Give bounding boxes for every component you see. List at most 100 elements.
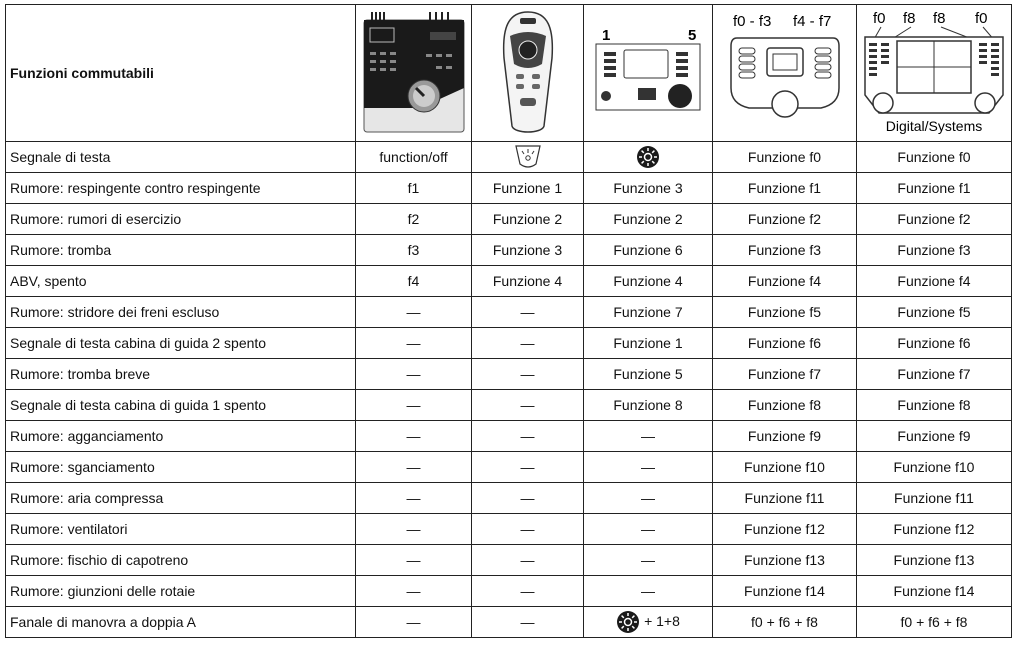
cell-text: Rumore: giunzioni delle rotaie <box>10 583 196 599</box>
cell-text: Funzione 1 <box>613 335 683 351</box>
cell-text: Funzione f3 <box>747 242 822 258</box>
table-row: Rumore: tromba breve — — Funzione 5 Funzione… <box>5 358 1012 390</box>
function-cell: — <box>583 482 713 514</box>
cell-text: Funzione f13 <box>744 552 825 568</box>
cell-text: — <box>406 583 421 599</box>
cell-text: — <box>520 335 535 351</box>
cell-text: Funzione f2 <box>897 211 971 227</box>
function-cell: Funzione f4 <box>856 265 1012 297</box>
cell-text: — <box>520 552 535 568</box>
function-cell: Funzione f13 <box>856 544 1012 576</box>
cell-text: Funzione f1 <box>897 180 971 196</box>
cell-text: Funzione f0 <box>747 149 822 165</box>
function-cell: — <box>471 513 584 545</box>
function-cell: f3 <box>355 234 472 266</box>
cell-text: Rumore: aria compressa <box>10 490 164 506</box>
table-row: Rumore: aria compressa — — — Funzione f11 Fun… <box>5 482 1012 514</box>
function-cell: Funzione f0 <box>856 141 1012 173</box>
key-label: f4 - f7 <box>793 13 831 30</box>
cell-text: Funzione f6 <box>897 335 971 351</box>
key-label: f8 <box>903 10 916 27</box>
function-cell: — <box>471 606 584 638</box>
function-cell: — <box>355 513 472 545</box>
cell-text: Funzione 7 <box>613 304 683 320</box>
function-cell: — <box>471 296 584 328</box>
cell-text: — <box>520 490 535 506</box>
function-cell: — <box>471 575 584 607</box>
function-cell: Funzione f2 <box>856 203 1012 235</box>
table-row: Rumore: stridore dei freni escluso — — Funz… <box>5 296 1012 328</box>
table-row: Rumore: sganciamento — — — Funzione f10 Funzi… <box>5 451 1012 483</box>
function-cell: f0 + f6 + f8 <box>712 606 857 638</box>
cell-text: Funzione f11 <box>894 490 974 506</box>
function-cell: Funzione f14 <box>856 575 1012 607</box>
function-cell: Funzione 2 <box>583 203 713 235</box>
cell-text: Funzione f3 <box>897 242 971 258</box>
device-image: f0 - f3 f4 - f7 <box>729 13 840 118</box>
cell-text: Funzione f8 <box>747 397 822 413</box>
cell-text: Funzione 2 <box>613 211 683 227</box>
light-icon <box>637 146 659 168</box>
cell-text: — <box>406 397 421 413</box>
function-cell: Funzione f7 <box>712 358 857 390</box>
function-cell: Funzione f1 <box>712 172 857 204</box>
function-cell: Funzione 3 <box>583 172 713 204</box>
function-name: Rumore: sganciamento <box>5 451 356 483</box>
function-cell: — <box>471 544 584 576</box>
function-cell: — <box>471 451 584 483</box>
function-name: Rumore: respingente contro respingente <box>5 172 356 204</box>
cell-text: + 1+8 <box>644 612 680 629</box>
function-cell: — <box>355 544 472 576</box>
function-name: Rumore: fischio di capotreno <box>5 544 356 576</box>
function-cell: Funzione 3 <box>471 234 584 266</box>
cell-text: — <box>520 366 535 382</box>
function-cell: f1 <box>355 172 472 204</box>
cell-text: f0 + f6 + f8 <box>900 614 968 630</box>
cell-text: — <box>406 490 421 506</box>
table-row: Segnale di testa cabina di guida 2 spent… <box>5 327 1012 359</box>
cell-text: Rumore: fischio di capotreno <box>10 552 189 568</box>
function-cell: — <box>355 482 472 514</box>
key-label: f0 <box>975 10 988 27</box>
function-cell: — <box>355 358 472 390</box>
cell-text: f2 <box>407 211 420 227</box>
function-cell: Funzione 5 <box>583 358 713 390</box>
cell-text: Rumore: tromba <box>10 242 112 258</box>
cell-text: Rumore: ventilatori <box>10 521 128 537</box>
device-image <box>363 11 464 132</box>
function-cell: Funzione f13 <box>712 544 857 576</box>
header-title: Funzioni commutabili <box>5 4 356 142</box>
cell-text: Funzione f6 <box>747 335 822 351</box>
cell-text: Funzione f7 <box>897 366 971 382</box>
key-label: 1 <box>602 27 610 44</box>
device-central-station: f0 f8 f8 f0 Digital/Systems <box>856 4 1012 142</box>
function-cell <box>471 141 584 173</box>
cell-text: — <box>406 366 421 382</box>
function-cell: function/off <box>355 141 472 173</box>
key-label: f0 <box>873 10 886 27</box>
device-central-unit <box>355 4 472 142</box>
function-cell: Funzione f8 <box>712 389 857 421</box>
function-cell: f2 <box>355 203 472 235</box>
cell-text: — <box>520 583 535 599</box>
cell-text: Funzione f14 <box>744 583 825 599</box>
cell-text: — <box>641 521 655 537</box>
table-row: Segnale di testa function/off Funzione f0 F… <box>5 141 1012 173</box>
cell-text: Rumore: respingente contro respingente <box>10 180 261 196</box>
table-row: Rumore: ventilatori — — — Funzione f12 Funzio… <box>5 513 1012 545</box>
cell-text: Funzione f5 <box>897 304 971 320</box>
function-cell: — <box>471 327 584 359</box>
cell-text: f0 + f6 + f8 <box>751 614 818 630</box>
function-cell: Funzione f3 <box>712 234 857 266</box>
cell-text: Funzione f2 <box>747 211 822 227</box>
cell-text: Funzione f4 <box>747 273 822 289</box>
cell-text: — <box>520 397 535 413</box>
function-cell: f4 <box>355 265 472 297</box>
table-row: Rumore: agganciamento — — — Funzione f9 Funzi… <box>5 420 1012 452</box>
device-name: Digital/Systems <box>886 118 982 134</box>
function-name: Rumore: agganciamento <box>5 420 356 452</box>
cell-text: Funzione f9 <box>747 428 822 444</box>
function-cell: Funzione f9 <box>712 420 857 452</box>
function-cell: — <box>583 544 713 576</box>
cell-text: — <box>520 304 535 320</box>
